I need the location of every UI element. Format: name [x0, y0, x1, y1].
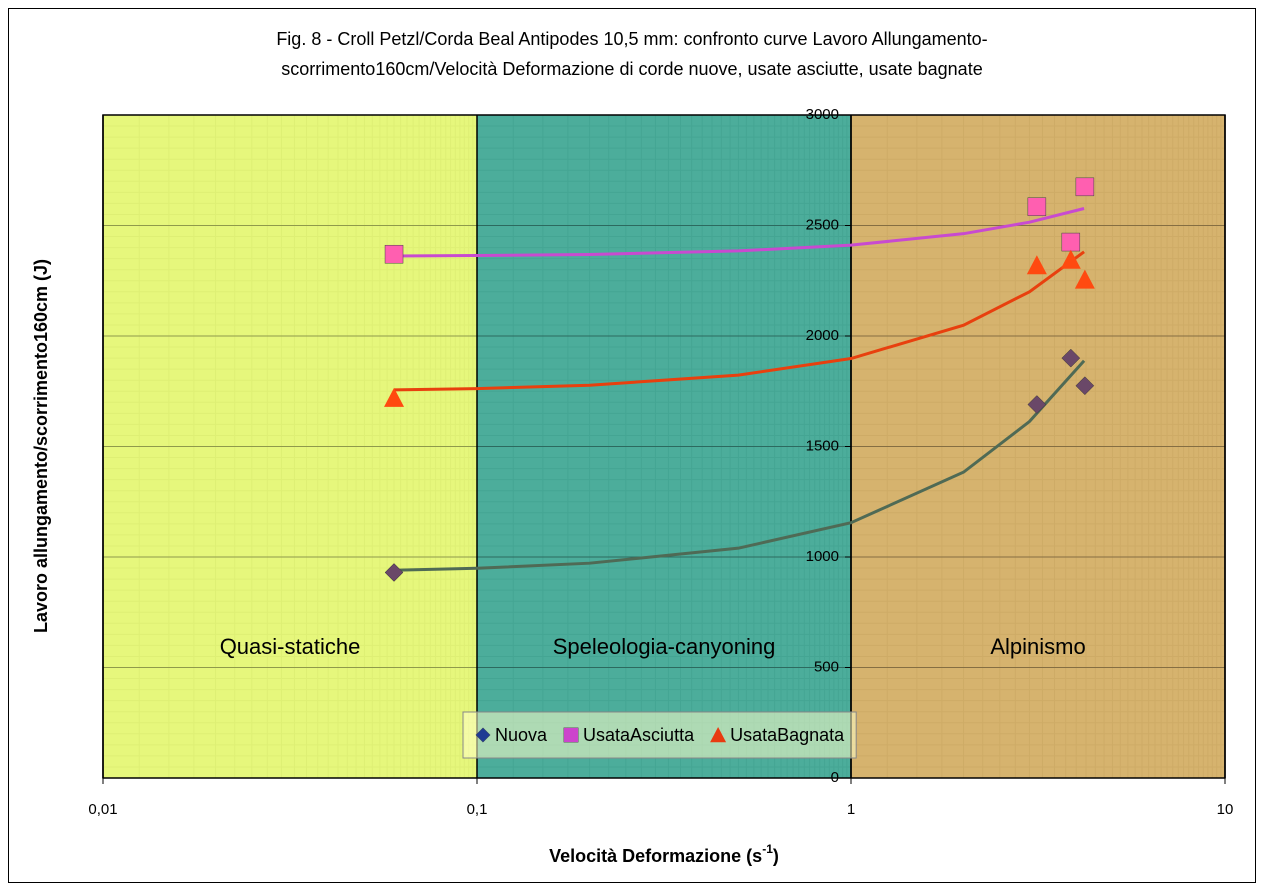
marker	[563, 727, 579, 743]
y-tick-label: 500	[814, 658, 839, 675]
marker	[1061, 232, 1081, 252]
marker	[1061, 348, 1081, 368]
y-tick-label: 3000	[806, 106, 839, 123]
marker	[475, 727, 491, 743]
x-tick-label: 10	[1217, 801, 1234, 818]
marker	[710, 727, 727, 743]
legend-box	[462, 711, 857, 759]
marker	[1027, 395, 1047, 414]
x-axis-label-sup: -1	[762, 842, 773, 856]
x-axis-label-end: )	[773, 846, 779, 866]
marker	[384, 244, 404, 264]
marker	[1075, 376, 1095, 396]
trend-line	[394, 207, 1085, 258]
y-tick-label: 0	[831, 769, 839, 786]
region-label: Quasi-statiche	[220, 634, 361, 659]
y-tick-label: 2500	[806, 216, 839, 233]
x-tick-label: 0,1	[467, 801, 488, 818]
legend: Nuova UsataAsciutta UsataBagnata	[462, 711, 857, 759]
y-tick-label: 1000	[806, 548, 839, 565]
trend-line	[394, 250, 1085, 392]
y-axis-label: Lavoro allungamento/scorrimento160cm (J)	[31, 259, 51, 633]
marker	[1074, 269, 1095, 289]
marker	[1075, 177, 1095, 197]
legend-label: UsataBagnata	[730, 725, 845, 745]
chart-title: Fig. 8 - Croll Petzl/Corda Beal Antipode…	[276, 29, 987, 49]
marker	[1027, 197, 1047, 216]
region-label: Alpinismo	[990, 634, 1085, 659]
y-tick-label: 2000	[806, 327, 839, 344]
chart-title: scorrimento160cm/Velocità Deformazione d…	[281, 59, 982, 79]
marker	[1026, 255, 1047, 275]
marker	[384, 563, 404, 582]
x-axis-label-text: Velocità Deformazione (s	[549, 846, 762, 866]
trend-line	[393, 359, 1086, 572]
x-tick-label: 1	[847, 801, 855, 818]
legend-label: UsataAsciutta	[583, 725, 695, 745]
marker	[1060, 249, 1081, 269]
x-axis-label: Velocità Deformazione (s-1)	[549, 842, 779, 866]
region-label: Speleologia-canyoning	[553, 634, 776, 659]
plot-border	[102, 114, 1226, 779]
y-tick-label: 1500	[806, 437, 839, 454]
marker	[384, 387, 405, 407]
x-tick-label: 0,01	[88, 801, 117, 818]
legend-label: Nuova	[495, 725, 548, 745]
